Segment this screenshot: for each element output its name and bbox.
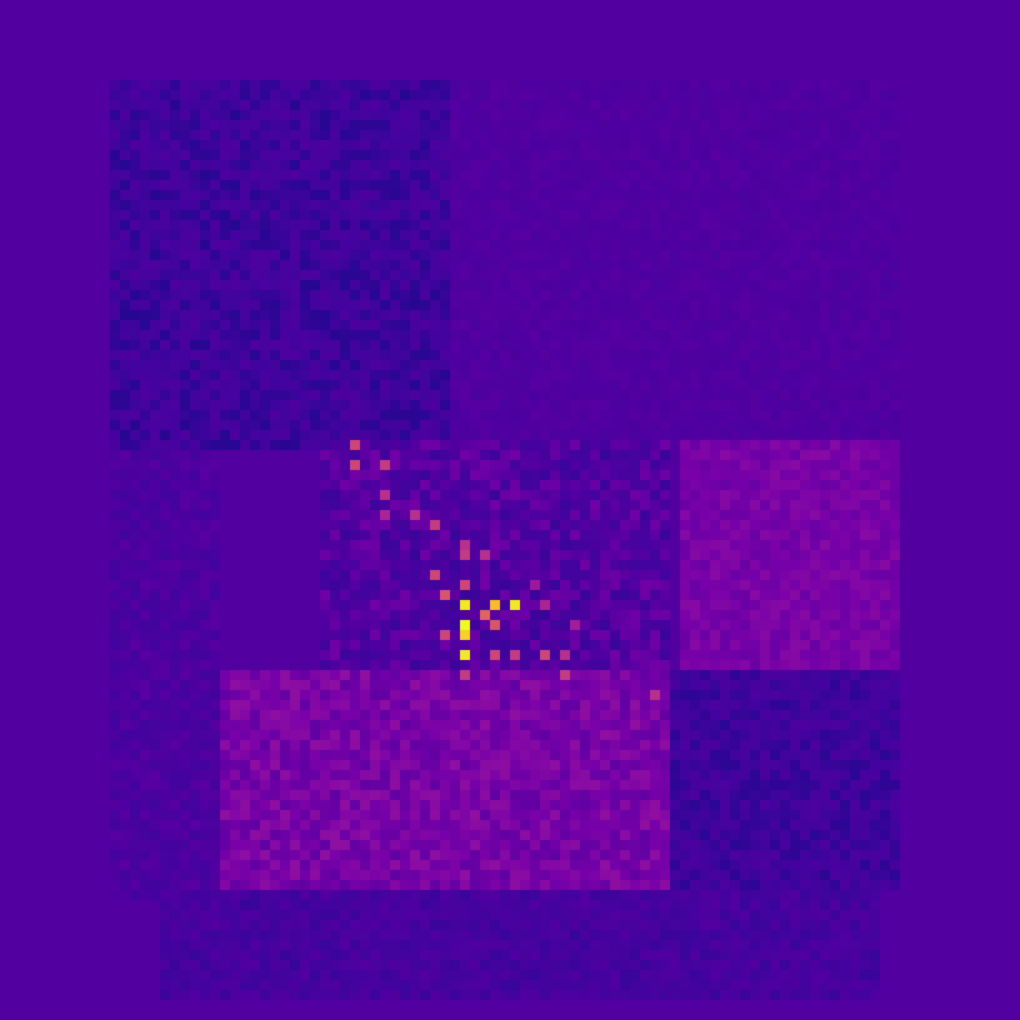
heatmap-canvas [0,0,1020,1020]
